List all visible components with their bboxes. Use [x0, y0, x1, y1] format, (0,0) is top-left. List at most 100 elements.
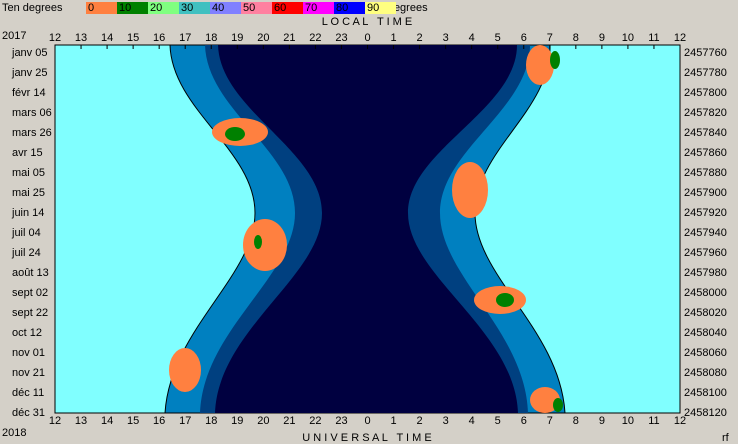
bottom-tick-label: 5: [495, 415, 501, 427]
top-tick-label: 6: [521, 32, 527, 44]
jd-label: 2457780: [684, 67, 727, 79]
legend-label: 10: [119, 2, 131, 14]
top-tick-label: 5: [495, 32, 501, 44]
top-tick-label: 18: [205, 32, 217, 44]
top-tick-label: 0: [364, 32, 370, 44]
jd-label: 2457920: [684, 207, 727, 219]
bottom-tick-label: 10: [622, 415, 634, 427]
legend-unit: Degrees: [386, 2, 428, 14]
bottom-tick-label: 12: [49, 415, 61, 427]
legend-label: 90: [367, 2, 379, 14]
top-tick-label: 12: [674, 32, 686, 44]
top-tick-label: 16: [153, 32, 165, 44]
legend-swatch: [179, 2, 210, 14]
bottom-tick-label: 15: [127, 415, 139, 427]
top-tick-label: 8: [573, 32, 579, 44]
legend-title: Ten degrees: [2, 2, 63, 14]
top-tick-label: 17: [179, 32, 191, 44]
date-label: août 13: [12, 267, 49, 279]
date-label: mai 25: [12, 187, 45, 199]
jd-label: 2457760: [684, 47, 727, 59]
bottom-tick-label: 1: [390, 415, 396, 427]
top-tick-label: 1: [390, 32, 396, 44]
bottom-tick-label: 13: [75, 415, 87, 427]
bottom-tick-label: 19: [231, 415, 243, 427]
date-label: févr 14: [12, 87, 46, 99]
legend-label: 80: [336, 2, 348, 14]
top-tick-label: 12: [49, 32, 61, 44]
jd-label: 2458000: [684, 287, 727, 299]
jd-label: 2457980: [684, 267, 727, 279]
date-label: janv 05: [11, 47, 47, 59]
legend-label: 60: [274, 2, 286, 14]
top-tick-label: 10: [622, 32, 634, 44]
date-label: sept 02: [12, 287, 48, 299]
legend-label: 0: [88, 2, 94, 14]
legend-swatch: [117, 2, 148, 14]
legend-swatch: [303, 2, 334, 14]
bottom-tick-label: 18: [205, 415, 217, 427]
top-tick-label: 2: [417, 32, 423, 44]
date-label: nov 01: [12, 347, 45, 359]
legend-swatch: [86, 2, 117, 14]
date-label: mars 26: [12, 127, 52, 139]
top-tick-label: 3: [443, 32, 449, 44]
legend-swatch: [334, 2, 365, 14]
legend-swatch: [272, 2, 303, 14]
twilight: [164, 44, 566, 414]
corner-label: rf: [722, 432, 730, 444]
jd-label: 2458120: [684, 407, 727, 419]
legend-swatch: [241, 2, 272, 14]
bottom-tick-label: 11: [648, 415, 659, 427]
top-tick-label: 9: [599, 32, 605, 44]
jd-label: 2457900: [684, 187, 727, 199]
bottom-tick-label: 8: [573, 415, 579, 427]
date-label: avr 15: [12, 147, 43, 159]
date-label: nov 21: [12, 367, 45, 379]
top-tick-label: 22: [309, 32, 321, 44]
top-tick-label: 23: [335, 32, 347, 44]
legend-swatch: [148, 2, 179, 14]
bottom-tick-label: 22: [309, 415, 321, 427]
jd-label: 2457860: [684, 147, 727, 159]
date-label: mai 05: [12, 167, 45, 179]
top-tick-label: 15: [127, 32, 139, 44]
legend-label: 70: [305, 2, 317, 14]
date-label: juil 04: [11, 227, 41, 239]
top-year: 2017: [2, 30, 26, 42]
jd-label: 2458060: [684, 347, 727, 359]
jd-label: 2457940: [684, 227, 727, 239]
date-label: janv 25: [11, 67, 47, 79]
legend-label: 30: [181, 2, 193, 14]
top-tick-label: 21: [283, 32, 295, 44]
jd-label: 2457820: [684, 107, 727, 119]
legend-label: 20: [150, 2, 162, 14]
jd-label: 2457880: [684, 167, 727, 179]
date-label: sept 22: [12, 307, 48, 319]
top-tick-label: 14: [101, 32, 113, 44]
legend-label: 50: [243, 2, 255, 14]
top-axis-title: L O C A L T I M E: [322, 16, 412, 28]
date-label: juin 14: [11, 207, 44, 219]
bottom-tick-label: 12: [674, 415, 686, 427]
bottom-year: 2018: [2, 427, 26, 439]
date-label: oct 12: [12, 327, 42, 339]
bottom-tick-label: 7: [547, 415, 553, 427]
top-tick-label: 11: [648, 32, 659, 44]
jd-label: 2458080: [684, 367, 727, 379]
date-label: juil 24: [11, 247, 41, 259]
top-tick-label: 19: [231, 32, 243, 44]
top-tick-label: 13: [75, 32, 87, 44]
date-label: déc 11: [12, 387, 44, 399]
bottom-tick-label: 6: [521, 415, 527, 427]
top-tick-label: 4: [469, 32, 475, 44]
bottom-tick-label: 21: [283, 415, 295, 427]
date-label: déc 31: [12, 407, 45, 419]
bottom-tick-label: 3: [443, 415, 449, 427]
jd-label: 2457800: [684, 87, 727, 99]
jd-label: 2458100: [684, 387, 727, 399]
bottom-tick-label: 0: [364, 415, 370, 427]
top-tick-label: 7: [547, 32, 553, 44]
bottom-axis-title: U N I V E R S A L T I M E: [302, 432, 431, 444]
